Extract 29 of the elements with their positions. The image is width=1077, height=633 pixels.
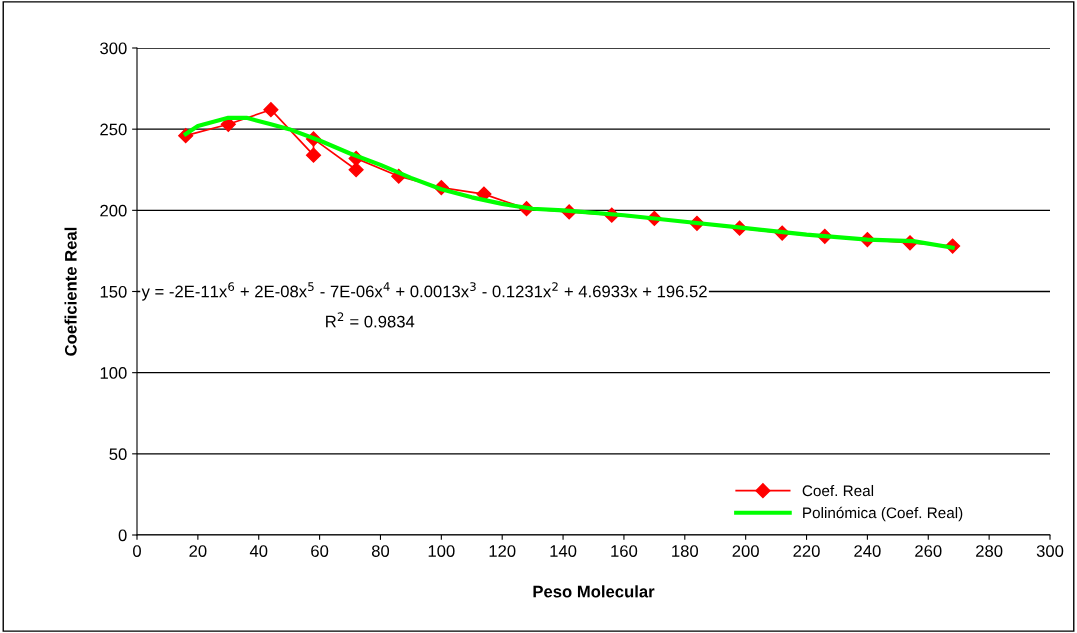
x-tick-label: 300 bbox=[1036, 545, 1064, 557]
x-tick-label: 160 bbox=[611, 545, 638, 557]
legend-label: Coef. Real bbox=[802, 484, 874, 497]
x-tick-label: 220 bbox=[793, 545, 820, 557]
y-tick-label: 100 bbox=[100, 367, 127, 379]
x-tick-label: 260 bbox=[915, 545, 942, 557]
y-axis-title: Coeficiente Real bbox=[64, 227, 77, 356]
x-tick-label: 0 bbox=[133, 545, 141, 557]
x-tick-label: 100 bbox=[428, 545, 455, 557]
x-tick-label: 280 bbox=[976, 545, 1003, 557]
y-tick-label: 150 bbox=[100, 285, 127, 298]
y-tick-label: 300 bbox=[100, 42, 127, 55]
x-axis-title: Peso Molecular bbox=[533, 585, 655, 598]
x-tick-label: 40 bbox=[249, 545, 268, 557]
x-tick-label: 200 bbox=[732, 545, 759, 557]
text: y = -2E-11x$^{6}$ + 2E-08x$^{5}$ - 7E-06x$^{4}$ + 0.0013x$^{3}$ - 0.1231x$^{2}$ + 4.6933x + 196.52 bbox=[141, 282, 707, 301]
legend-label: Polinómica (Coef. Real) bbox=[803, 506, 963, 522]
x-tick-label: 80 bbox=[371, 545, 390, 557]
y-tick-label: 50 bbox=[109, 448, 127, 461]
x-tick-label: 180 bbox=[672, 545, 699, 557]
x-tick-label: 120 bbox=[489, 545, 516, 557]
x-tick-label: 240 bbox=[854, 545, 881, 557]
y-tick-label: 0 bbox=[118, 529, 127, 542]
y-tick-label: 250 bbox=[100, 123, 127, 136]
y-tick-label: 200 bbox=[100, 204, 127, 217]
x-tick-label: 60 bbox=[311, 545, 329, 557]
annotation: R$^{2}$ = 0.9834 bbox=[326, 312, 415, 328]
x-tick-label: 140 bbox=[550, 545, 577, 557]
x-tick-label: 20 bbox=[189, 545, 207, 557]
